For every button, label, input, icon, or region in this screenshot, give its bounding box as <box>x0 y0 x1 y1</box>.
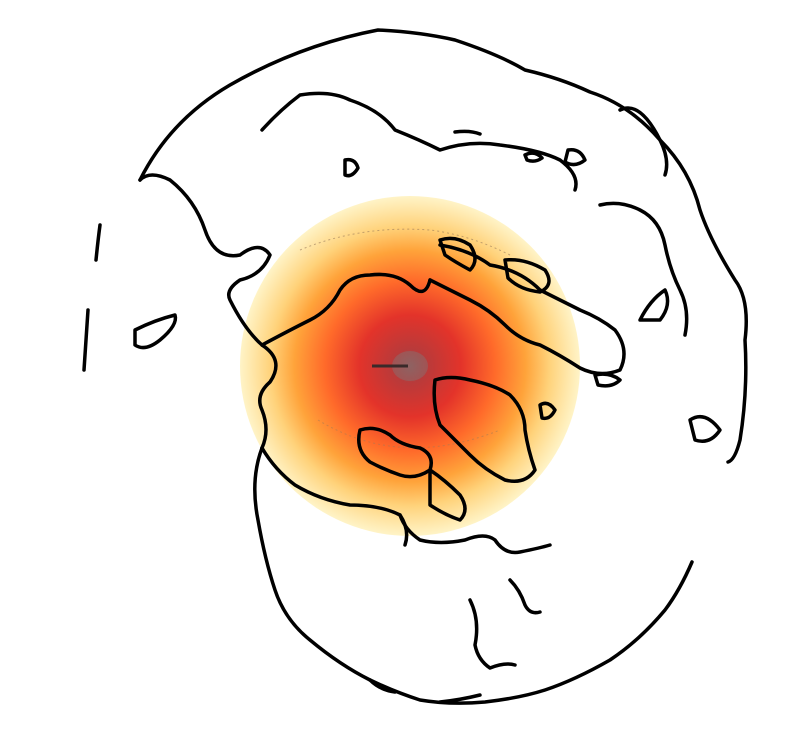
coastline-florida <box>508 578 542 615</box>
dotted-trace <box>317 419 501 449</box>
globe <box>82 28 748 705</box>
dotted-trace <box>299 228 511 256</box>
coastline-taymyr <box>503 257 551 294</box>
coastline-kamchatka <box>598 201 689 337</box>
coastline-arctic-russia <box>428 243 626 376</box>
coastline-island-se <box>688 414 722 443</box>
coastline-iberia <box>133 313 178 350</box>
coastline-greenland <box>432 375 537 483</box>
coastline-gulf-of-mexico <box>468 598 517 670</box>
coastline-hudson-bay <box>398 513 552 555</box>
coastline-north-america <box>253 446 694 705</box>
coastline-iceland <box>343 157 360 178</box>
coastline-siberia <box>260 91 578 192</box>
coastlines <box>82 28 748 705</box>
coastline-north-africa <box>82 223 102 372</box>
coastline-japan <box>638 288 670 322</box>
coastline-novaya-zemlya <box>438 236 477 272</box>
coastline-island-misc <box>593 372 622 388</box>
coastline-island-misc <box>453 129 482 136</box>
coastline-central-america <box>368 678 482 704</box>
coastline-eurasia-north <box>138 28 748 464</box>
coastline-europe <box>138 173 278 450</box>
coastline-island-misc <box>563 147 587 167</box>
coastline-island-misc <box>523 151 544 163</box>
pole-marker <box>392 351 428 381</box>
coastline-island-misc <box>538 401 557 421</box>
coastline-baffin <box>428 468 467 522</box>
coastline-alaska <box>260 272 432 347</box>
coastline-sakhalin <box>618 106 669 177</box>
